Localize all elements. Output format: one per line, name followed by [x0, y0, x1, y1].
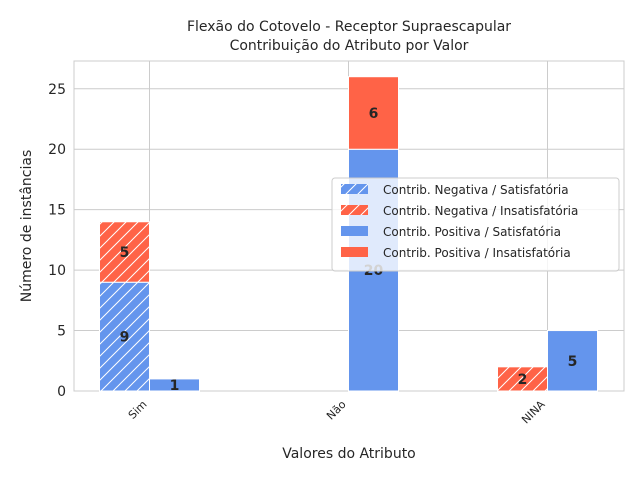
legend: Contrib. Negativa / Satisfatória Contrib.…: [331, 177, 620, 272]
legend-swatch-hatch: [341, 184, 368, 194]
x-tick-label: Não: [324, 398, 349, 423]
legend-swatch-hatch: [341, 205, 368, 215]
y-tick-label: 5: [57, 324, 66, 340]
y-tick-label: 20: [48, 142, 66, 158]
y-axis-label: Número de instâncias: [19, 150, 35, 302]
bar-segment: [149, 378, 200, 392]
legend-frame: [331, 177, 620, 272]
bar-value-label: 9: [120, 330, 130, 346]
x-axis-ticks: Sim Não NINA: [126, 398, 548, 427]
chart-title-line-1: Flexão do Cotovelo - Receptor Supraescap…: [187, 19, 511, 35]
bar-value-label: 5: [120, 245, 130, 261]
bar-value-label: 2: [518, 372, 528, 388]
bar-value-label: 5: [568, 354, 578, 370]
bar-segment: [547, 330, 598, 392]
x-tick-label: Sim: [126, 398, 150, 422]
y-tick-label: 0: [57, 384, 66, 400]
legend-entry-label: Contrib. Negativa / Insatisfatória: [383, 204, 578, 218]
legend-entry-label: Contrib. Positiva / Satisfatória: [383, 225, 561, 239]
bar-segment: [348, 76, 399, 150]
x-tick-label: NINA: [519, 398, 548, 427]
bar-hatch: [497, 366, 548, 391]
legend-swatch: [341, 247, 368, 257]
bar-value-label: 6: [369, 106, 379, 122]
y-tick-label: 10: [48, 263, 66, 279]
y-axis-ticks: 0 5 10 15 20 25: [48, 82, 66, 400]
legend-swatch: [341, 226, 368, 236]
legend-entry-label: Contrib. Negativa / Satisfatória: [383, 183, 569, 197]
bar-hatch: [99, 221, 150, 283]
y-tick-label: 15: [48, 203, 66, 219]
x-axis-label: Valores do Atributo: [282, 446, 416, 462]
bar-hatch: [99, 282, 150, 391]
y-tick-label: 25: [48, 82, 66, 98]
bar-value-label: 1: [170, 378, 180, 394]
chart-title-line-2: Contribuição do Atributo por Valor: [230, 38, 469, 54]
legend-entry-label: Contrib. Positiva / Insatisfatória: [383, 246, 571, 260]
